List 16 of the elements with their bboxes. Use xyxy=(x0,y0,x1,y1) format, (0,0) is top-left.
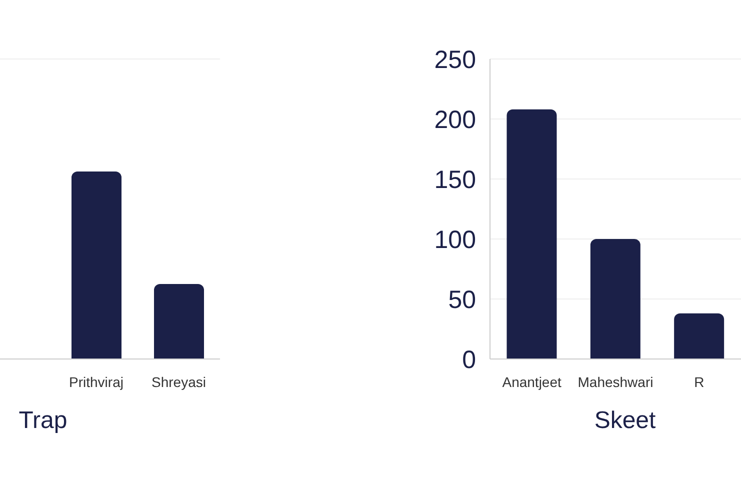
text: Trap xyxy=(18,407,68,435)
y-tick-label: 200 xyxy=(434,106,476,134)
y-tick-label: 150 xyxy=(434,166,476,194)
x-tick-label: Shreyasi xyxy=(152,374,206,390)
x-tick-label: Maheshwari xyxy=(578,374,654,390)
bar xyxy=(590,239,640,359)
y-tick-label: 0 xyxy=(462,346,476,374)
y-tick-label: 50 xyxy=(448,286,476,314)
x-tick-label: R xyxy=(694,374,704,390)
y-tick-label: 100 xyxy=(434,226,476,254)
bar xyxy=(674,313,724,359)
x-tick-label: Prithviraj xyxy=(69,374,124,390)
bar xyxy=(506,109,557,359)
y-tick-label: 250 xyxy=(434,46,476,74)
x-tick-label: Anantjeet xyxy=(502,374,562,390)
text: Skeet xyxy=(593,407,657,435)
